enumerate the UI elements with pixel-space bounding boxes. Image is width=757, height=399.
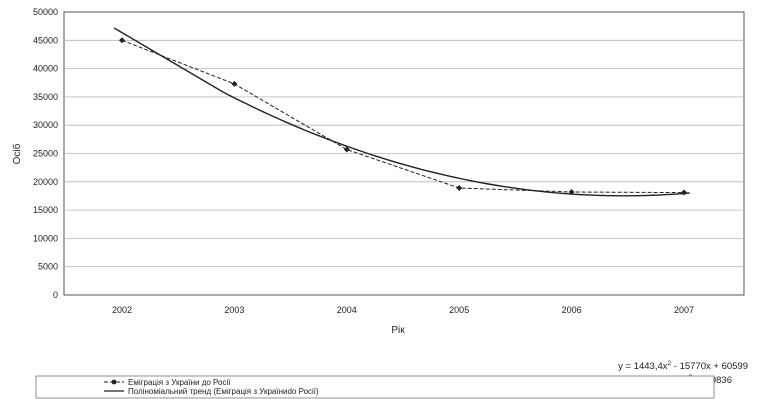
y-tick-label: 35000 bbox=[33, 92, 58, 102]
legend: Еміграція з України до Росії Поліноміаль… bbox=[35, 375, 715, 399]
legend-marker-emigration bbox=[111, 379, 117, 385]
x-axis-title: Рік bbox=[391, 325, 405, 336]
series-layer bbox=[113, 27, 690, 197]
equation-line: y = 1443,4x2 - 15770x + 60599 bbox=[618, 360, 748, 372]
data-point-2004 bbox=[343, 146, 350, 153]
x-tick-labels: 2002 2003 2004 2005 2006 2007 bbox=[112, 305, 694, 315]
grid-lines bbox=[64, 39, 744, 268]
legend-label-trend: Поліноміальний тренд (Еміграція з Україн… bbox=[128, 387, 319, 396]
x-tick-label: 2004 bbox=[337, 305, 357, 315]
y-tick-label: 20000 bbox=[33, 177, 58, 187]
x-tick-label: 2005 bbox=[449, 305, 469, 315]
y-tick-labels: 0 5000 10000 15000 20000 25000 30000 35000 40000… bbox=[33, 7, 58, 300]
data-point-2005 bbox=[456, 185, 463, 192]
data-point-2002 bbox=[119, 37, 125, 44]
x-tick-label: 2006 bbox=[562, 305, 582, 315]
series-line-emigration bbox=[121, 39, 685, 194]
y-tick-label: 30000 bbox=[33, 120, 58, 130]
equation-exponent: 2 bbox=[668, 360, 672, 367]
y-tick-label: 50000 bbox=[33, 7, 58, 17]
y-tick-label: 15000 bbox=[33, 205, 58, 215]
x-tick-label: 2007 bbox=[674, 305, 694, 315]
series-line-trend bbox=[113, 27, 690, 197]
y-tick-label: 40000 bbox=[33, 64, 58, 74]
equation-lhs: y = 1443,4x bbox=[618, 361, 668, 372]
y-tick-label: 5000 bbox=[38, 262, 58, 272]
data-point-2007 bbox=[681, 189, 687, 196]
x-tick-label: 2003 bbox=[224, 305, 244, 315]
y-tick-label: 45000 bbox=[33, 35, 58, 45]
equation-rhs: - 15770x + 60599 bbox=[671, 361, 748, 372]
data-point-2003 bbox=[231, 80, 238, 87]
y-axis-title: Осіб bbox=[11, 143, 23, 164]
y-tick-label: 0 bbox=[53, 290, 58, 300]
data-point-2006 bbox=[568, 188, 575, 195]
y-tick-label: 10000 bbox=[33, 233, 58, 243]
legend-label-emigration: Еміграція з України до Росії bbox=[128, 378, 231, 387]
legend-box bbox=[35, 375, 715, 399]
y-tick-label: 25000 bbox=[33, 149, 58, 159]
x-tick-label: 2002 bbox=[112, 305, 132, 315]
